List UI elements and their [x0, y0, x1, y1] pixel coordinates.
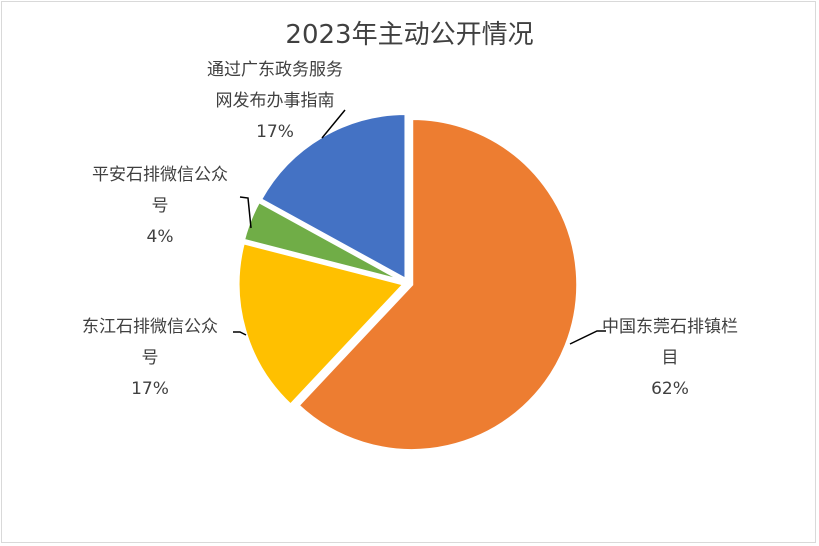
label-line: 通过广东政务服务 — [207, 60, 343, 80]
pie-slice-0 — [295, 116, 580, 452]
percent-label: 62% — [651, 379, 689, 399]
slice-label-2: 平安石排微信公众 号 4% — [80, 160, 240, 253]
leader-line-3 — [321, 109, 346, 139]
chart-title: 2023年主动公开情况 — [285, 20, 534, 50]
slice-label-3: 通过广东政务服务 网发布办事指南 17% — [195, 55, 355, 148]
pie-slice-3 — [258, 112, 408, 283]
label-line: 号 — [141, 348, 159, 368]
label-line: 号 — [151, 196, 169, 216]
leader-line-2 — [239, 196, 252, 229]
percent-label: 17% — [256, 122, 294, 142]
slice-label-1: 东江石排微信公众 号 17% — [70, 312, 230, 405]
label-line: 中国东莞石排镇栏 — [602, 317, 738, 337]
leader-line-0 — [569, 330, 606, 345]
slice-label-0: 中国东莞石排镇栏 目 62% — [590, 312, 750, 405]
percent-label: 4% — [146, 227, 174, 247]
leader-line-1 — [233, 331, 247, 336]
label-line: 东江石排微信公众 — [82, 317, 218, 337]
label-line: 平安石排微信公众 — [92, 165, 228, 185]
percent-label: 17% — [131, 379, 169, 399]
pie-slice-1 — [236, 241, 407, 408]
label-line: 网发布办事指南 — [215, 91, 335, 111]
label-line: 目 — [661, 348, 679, 368]
